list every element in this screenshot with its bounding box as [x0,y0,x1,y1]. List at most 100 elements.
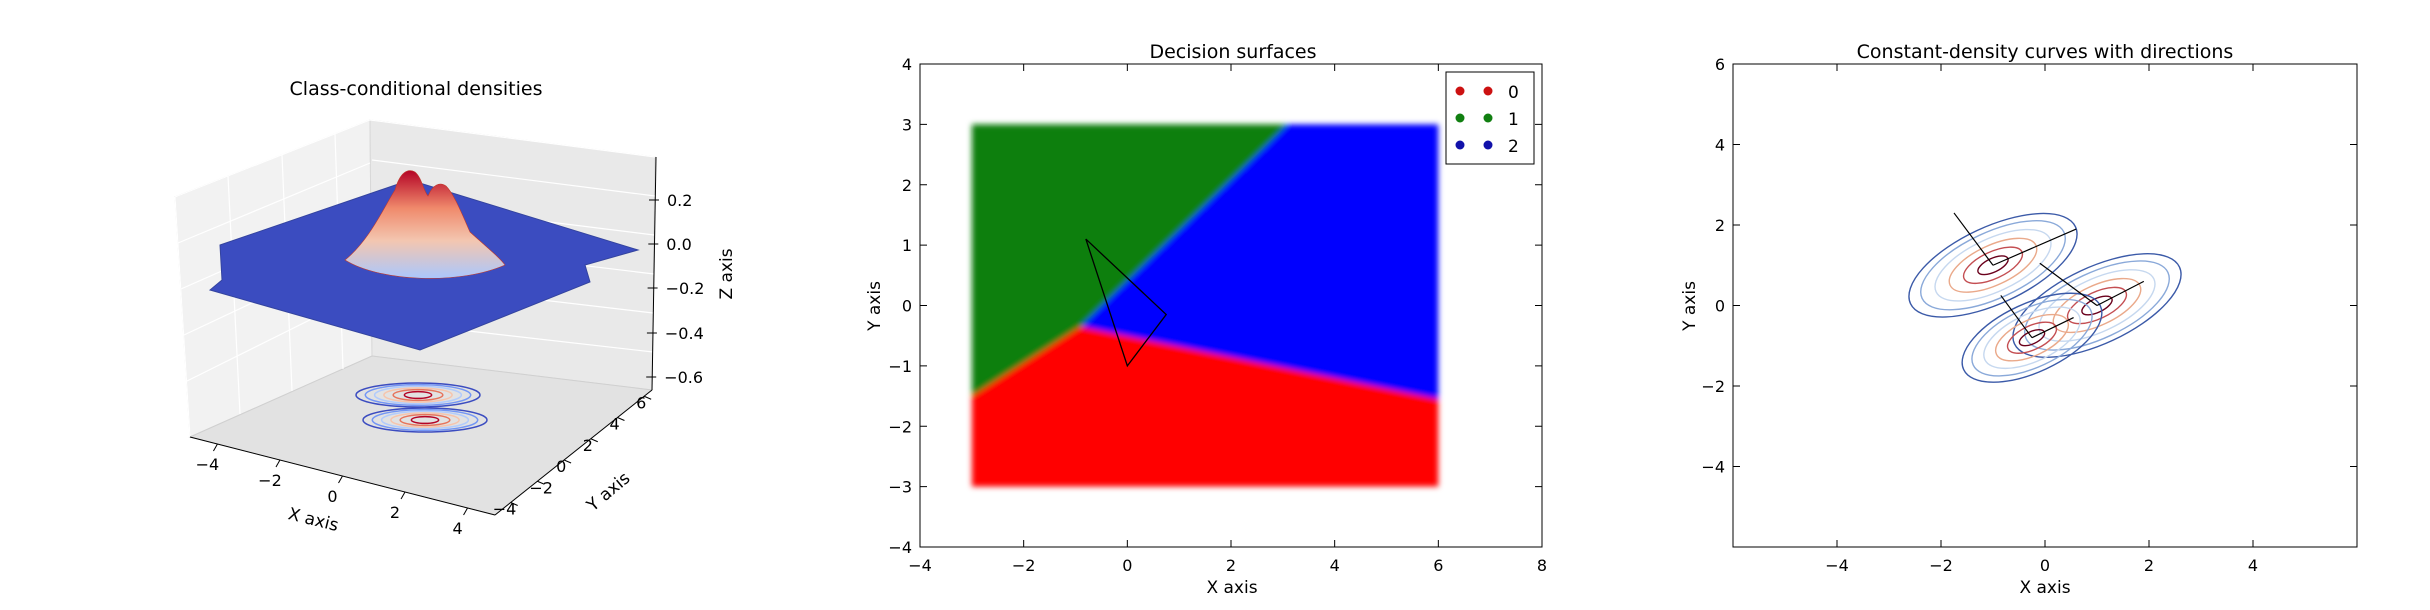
chart2-x-ticks: −4 −2 0 2 4 6 8 [908,64,1547,575]
chart1-floor-contours [355,382,488,433]
chart1-y-tick-label: −2 [529,478,553,497]
chart3-contour [1971,298,2093,377]
chart1-x-label: X axis [286,504,341,536]
chart-3d-densities: Class-conditional densities 0.2 0.0 −0.2 −0… [174,78,737,538]
chart3-contour [2038,269,2156,342]
chart2-legend: 0 1 2 [1445,71,1535,165]
chart3-contour [1908,212,2078,318]
chart1-floor-contour [373,385,463,405]
chart3-x-ticks: −4 −2 0 2 4 [1825,64,2258,575]
chart3-y-tick-label: 2 [1715,216,1725,235]
chart3-y-tick-label: 0 [1715,297,1725,316]
chart2-region-group [971,124,1439,487]
chart1-x-tick-label: −4 [196,455,220,474]
chart1-y-tick-label: 2 [583,436,593,455]
chart2-legend-marker [1455,113,1465,123]
chart1-z-label: Z axis [717,248,737,299]
chart3-y-tick-label: −4 [1701,458,1725,477]
chart1-title: Class-conditional densities [290,78,543,100]
chart2-legend-marker [1483,140,1493,150]
chart2-x-tick-label: 0 [1122,556,1132,575]
chart2-x-tick-label: 6 [1433,556,1443,575]
chart2-x-label: X axis [1206,578,1257,598]
chart1-z-ticks: 0.2 0.0 −0.2 −0.4 −0.6 [646,191,704,387]
chart1-y-tick-label: −4 [493,500,517,519]
chart2-x-tick-label: 4 [1330,556,1340,575]
chart3-direction-line [2000,295,2033,339]
chart1-gridline [369,119,656,158]
chart1-floor-contour [383,387,453,403]
chart3-contour [2024,260,2170,351]
chart1-x-tick [463,507,468,516]
chart1-y-tick-label: 4 [609,415,619,434]
chart3-contour [1961,292,2103,383]
chart2-region-0 [971,326,1439,487]
chart2-y-tick-label: −2 [888,417,912,436]
chart3-x-tick-label: −2 [1929,556,1953,575]
chart3-direction-lines [1953,212,2145,339]
chart1-z-tick-label: −0.4 [665,324,704,343]
chart3-contour [1948,237,2038,293]
chart1-gridline [174,119,371,198]
chart1-x-ticks: −4 −2 0 2 4 [196,443,468,538]
chart3-direction-line [2031,317,2074,339]
chart2-legend-marker [1455,86,1465,96]
chart2-title: Decision surfaces [1149,41,1316,63]
chart3-contour [2052,277,2142,334]
chart2-legend-marker [1455,140,1465,150]
chart1-floor-contour [392,388,444,402]
chart2-triangle [1085,238,1168,368]
chart1-x-tick-label: 4 [452,519,462,538]
chart2-legend-label: 1 [1508,110,1519,130]
chart-constant-density: Constant-density curves with directions … [1680,41,2358,598]
chart1-y-tick-label: 6 [636,393,646,412]
chart-decision-surfaces: Decision surfaces −4 −2 0 2 4 6 8 −4 −3 −2 −1 0 1 2 3… [865,41,1547,598]
chart2-region-1 [971,124,1289,397]
chart2-legend-marker [1483,113,1493,123]
chart2-x-tick-label: −2 [1012,556,1036,575]
chart2-y-tick-label: 4 [902,55,912,74]
chart2-regions [971,124,1439,487]
chart2-x-tick-label: −4 [908,556,932,575]
chart3-y-ticks: −4 −2 0 2 4 6 [1701,55,2357,477]
chart3-direction-line [2096,280,2145,307]
chart1-floor-contour [364,383,472,407]
chart2-y-tick-label: −1 [888,357,912,376]
chart1-x-tick-label: −2 [258,471,282,490]
chart1-x-tick-label: 2 [390,503,400,522]
chart3-x-label: X axis [2019,578,2070,598]
chart2-y-label: Y axis [865,281,885,332]
chart1-x-tick-label: 0 [327,487,337,506]
chart1-y-tick [590,438,598,443]
chart1-z-axis-line [651,156,657,391]
chart3-x-tick-label: 4 [2248,556,2258,575]
chart3-contour [2012,253,2182,358]
chart1-floor-contour [355,382,481,408]
chart1-y-tick [537,480,545,485]
chart2-y-tick-label: −3 [888,478,912,497]
chart2-y-ticks: −4 −3 −2 −1 0 1 2 3 4 [888,55,1542,557]
chart2-y-tick-label: 0 [902,297,912,316]
chart3-contour [1962,246,2024,285]
chart1-y-tick [617,417,625,421]
chart3-contour [2066,286,2128,325]
chart2-x-tick-label: 2 [1226,556,1236,575]
chart1-z-tick-label: −0.2 [666,279,705,298]
chart1-floor-contour [410,415,440,425]
chart1-surface-peak [344,170,506,279]
chart1-x-tick [400,491,406,500]
chart3-direction-line [1953,212,1994,266]
chart3-x-tick-label: 2 [2144,556,2154,575]
chart2-legend-label: 0 [1508,83,1519,103]
chart3-direction-line [1992,228,2077,266]
chart2-y-tick-label: −4 [888,538,912,557]
chart3-direction-line [2039,262,2098,306]
chart2-x-tick-label: 8 [1537,556,1547,575]
chart1-x-tick [213,443,218,452]
chart3-plot-frame [1732,63,2358,548]
chart1-gridline [371,159,656,197]
chart3-contour [1920,220,2066,311]
chart1-floor-contour [362,407,488,433]
chart3-contour [1983,306,2081,370]
